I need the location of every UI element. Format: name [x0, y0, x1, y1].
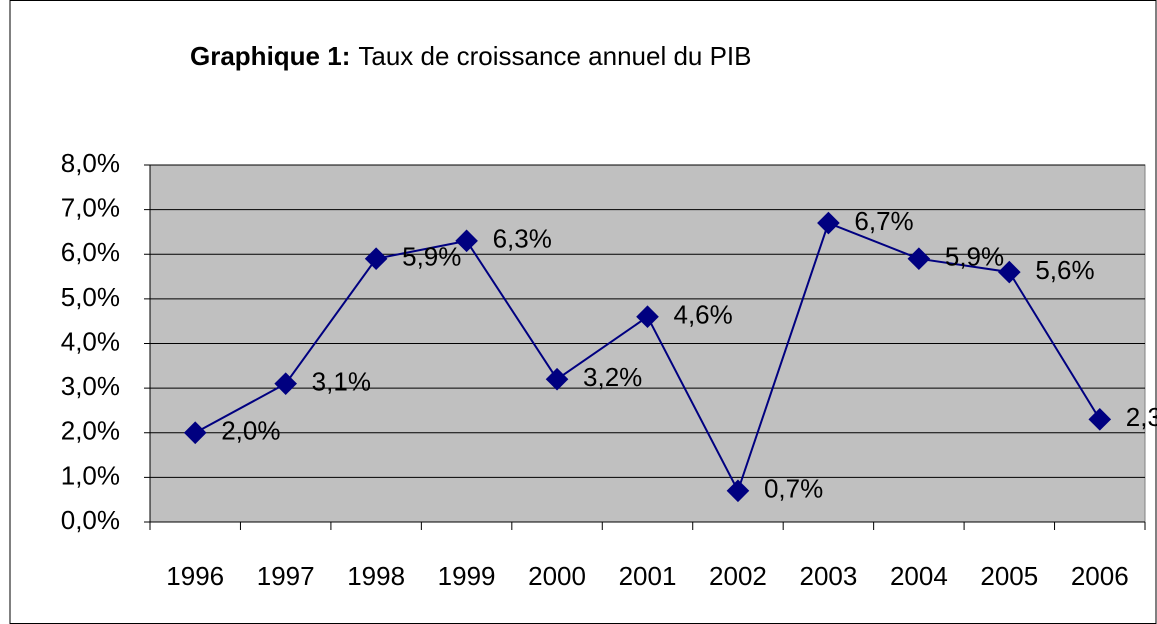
value-label: 5,6%	[1035, 255, 1094, 285]
y-tick-label: 4,0%	[61, 326, 120, 356]
value-label: 4,6%	[674, 300, 733, 330]
value-label: 6,7%	[854, 206, 913, 236]
title-text: Taux de croissance annuel du PIB	[358, 41, 751, 71]
value-label: 2,0%	[221, 416, 280, 446]
value-label: 3,1%	[312, 367, 371, 397]
x-tick-label: 2000	[528, 561, 586, 591]
value-label: 5,9%	[945, 242, 1004, 272]
x-tick-label: 1996	[166, 561, 224, 591]
x-tick-label: 2001	[619, 561, 677, 591]
value-label: 0,7%	[764, 474, 823, 504]
value-label: 2,3%	[1126, 402, 1157, 432]
x-tick-label: 2006	[1071, 561, 1129, 591]
x-tick-label: 2002	[709, 561, 767, 591]
value-label: 3,2%	[583, 362, 642, 392]
y-tick-label: 2,0%	[61, 416, 120, 446]
marker	[636, 305, 659, 329]
y-tick-label: 8,0%	[61, 148, 120, 178]
x-tick-label: 1998	[347, 561, 405, 591]
x-tick-label: 2004	[890, 561, 948, 591]
y-tick-label: 6,0%	[61, 237, 120, 267]
marker	[726, 479, 750, 503]
marker	[274, 372, 297, 395]
y-tick-label: 7,0%	[61, 193, 120, 223]
y-tick-label: 1,0%	[61, 460, 120, 490]
chart-title: Graphique 1: Taux de croissance annuel du…	[190, 41, 752, 71]
x-tick-label: 2003	[799, 561, 857, 591]
y-tick-label: 0,0%	[61, 505, 120, 535]
title-bold: Graphique 1:	[190, 41, 350, 71]
marker	[1088, 408, 1112, 431]
x-tick-label: 1999	[438, 561, 496, 591]
marker	[545, 367, 569, 391]
x-tick-label: 1997	[257, 561, 315, 591]
x-tick-label: 2005	[980, 561, 1038, 591]
marker	[998, 260, 1021, 284]
value-label: 5,9%	[402, 242, 461, 272]
value-label: 6,3%	[493, 224, 552, 254]
y-tick-label: 5,0%	[61, 282, 120, 312]
y-tick-label: 3,0%	[61, 371, 120, 401]
